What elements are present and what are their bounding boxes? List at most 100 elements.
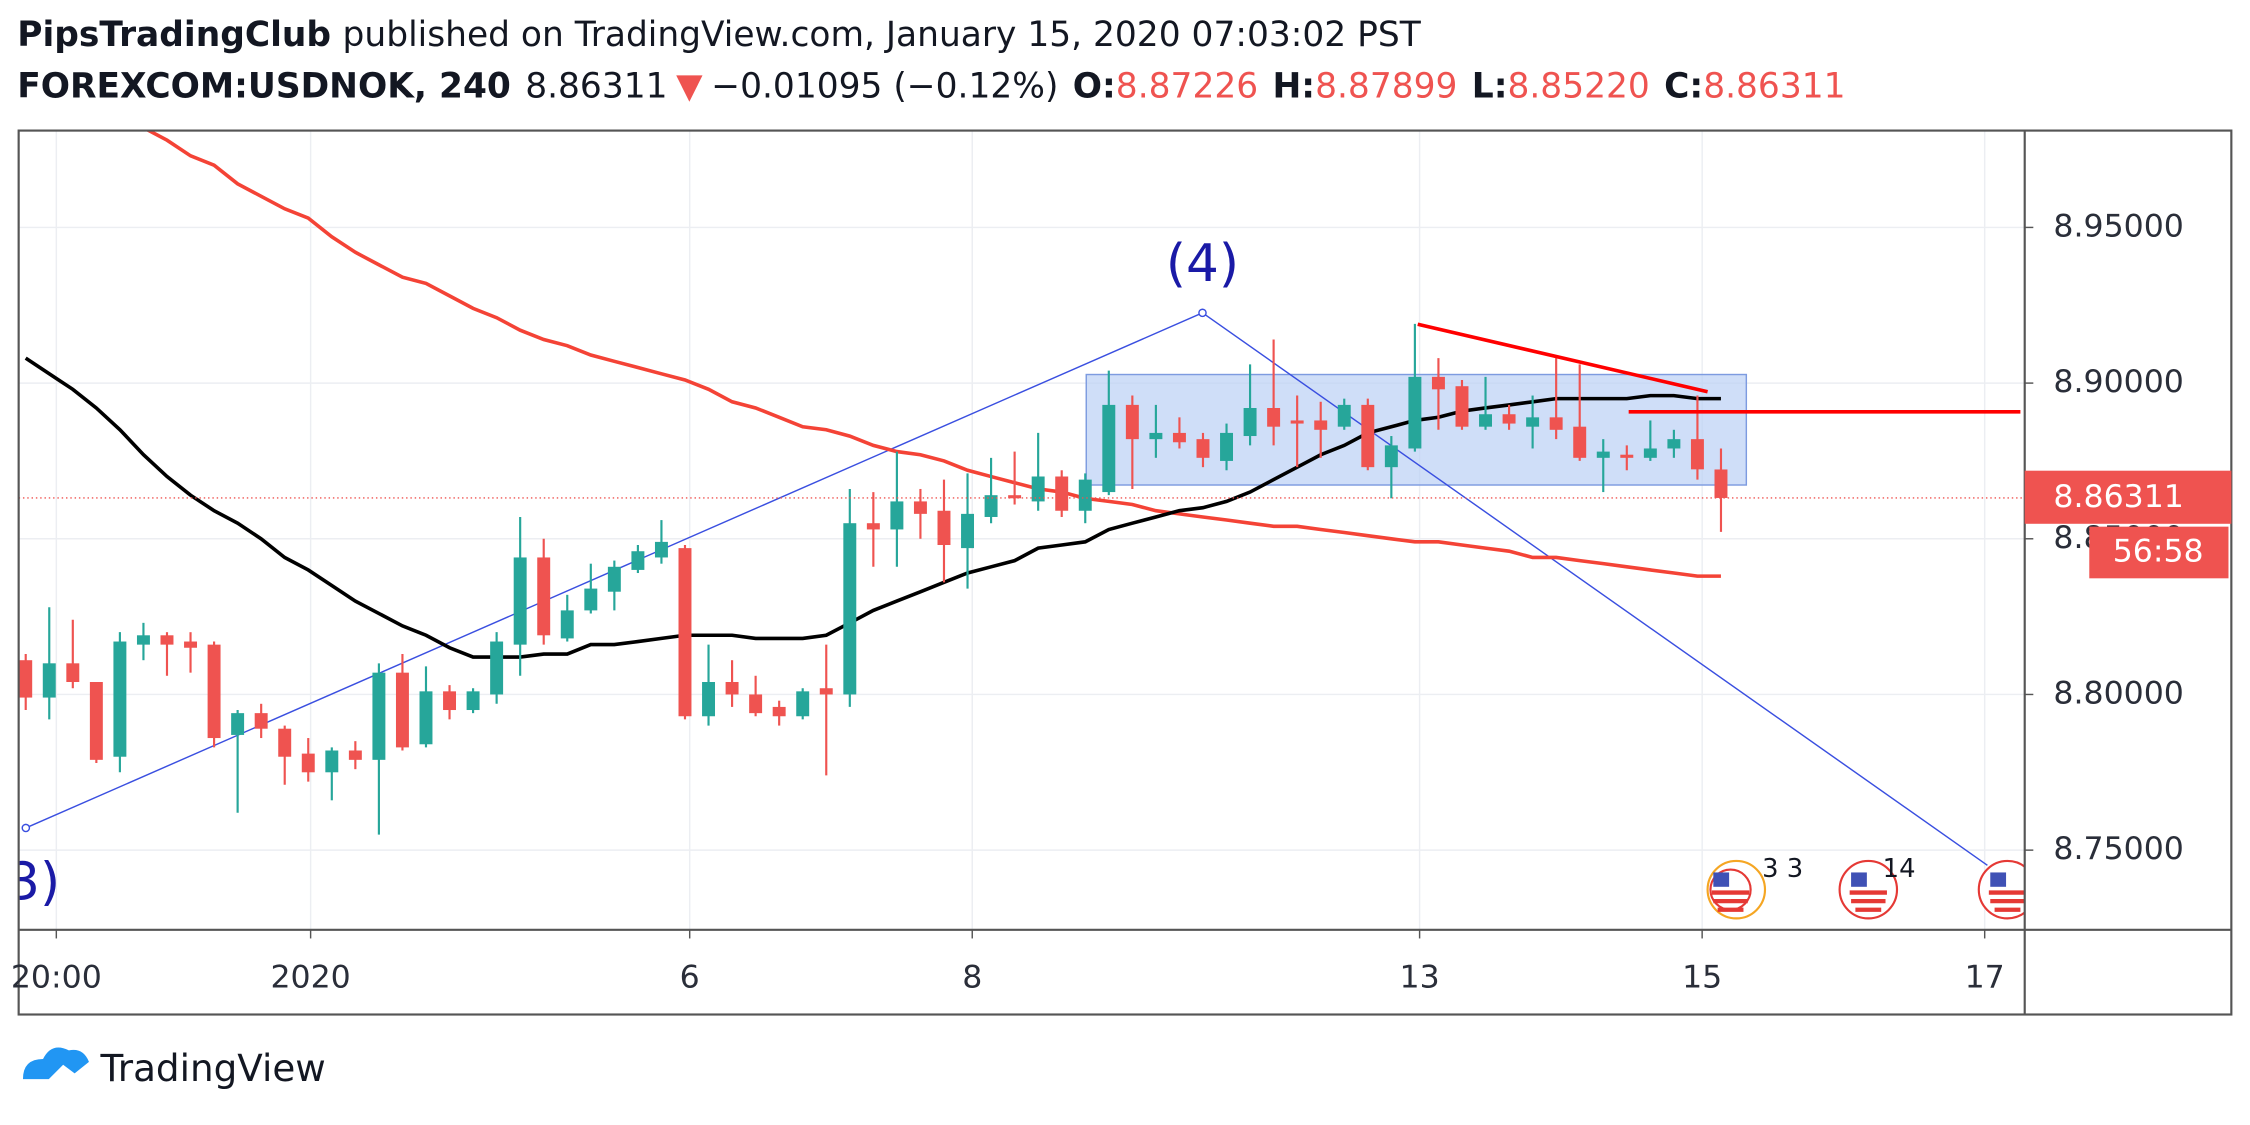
symbol: FOREXCOM:USDNOK, 240 bbox=[17, 66, 511, 106]
candle-body bbox=[749, 694, 763, 714]
candle-body bbox=[1055, 476, 1069, 511]
candle-body bbox=[796, 691, 810, 717]
header-line-2: FOREXCOM:USDNOK, 240 8.86311 ▼ −0.01095 (−0… bbox=[17, 66, 1845, 106]
candle-body bbox=[702, 682, 716, 717]
candle-body bbox=[1714, 469, 1728, 498]
candle-body bbox=[207, 644, 221, 739]
y-tick-label: 8.95000 bbox=[2053, 208, 2183, 244]
candle-body bbox=[1031, 476, 1045, 502]
candle-body bbox=[1549, 417, 1563, 430]
change-arrow: ▼ bbox=[676, 66, 703, 106]
candle-body bbox=[1479, 414, 1493, 427]
candle-body bbox=[254, 713, 268, 729]
candle-body bbox=[1667, 439, 1681, 449]
candle-body bbox=[301, 753, 315, 773]
candle-body bbox=[584, 588, 598, 611]
wave-label: 3) bbox=[7, 852, 60, 912]
candle-body bbox=[819, 688, 833, 695]
frame-border bbox=[17, 129, 2233, 1016]
open-label: O: bbox=[1073, 66, 1116, 106]
open-value: 8.87226 bbox=[1116, 66, 1258, 106]
price-label: 8.86311 bbox=[2053, 479, 2183, 515]
candle-body bbox=[1125, 404, 1139, 440]
candle-body bbox=[1573, 426, 1587, 458]
trend-drawings: (4) 3) 3 3 14 bbox=[7, 234, 2025, 920]
event-label: 14 bbox=[1883, 854, 1916, 884]
candle-body bbox=[1243, 408, 1257, 437]
y-tick-label: 8.75000 bbox=[2053, 831, 2183, 867]
moving-average bbox=[145, 130, 1721, 578]
candle-body bbox=[1102, 404, 1116, 493]
candle-body bbox=[537, 557, 551, 636]
candle-body bbox=[866, 523, 880, 530]
candle-body bbox=[419, 691, 433, 745]
countdown-box bbox=[2089, 526, 2229, 579]
candle-body bbox=[1361, 404, 1375, 468]
candle-body bbox=[1172, 432, 1186, 443]
candle-body bbox=[66, 663, 80, 683]
close-value: 8.86311 bbox=[1703, 66, 1845, 106]
high-label: H: bbox=[1273, 66, 1316, 106]
plot-marks bbox=[18, 130, 2025, 835]
candle-body bbox=[961, 513, 975, 549]
candle-body bbox=[372, 672, 386, 760]
price-tag: 8.86311 56:58 bbox=[2024, 470, 2232, 579]
candle-body bbox=[725, 682, 739, 695]
y-tick-label: 8.90000 bbox=[2053, 364, 2183, 400]
countdown: 56:58 bbox=[2113, 533, 2204, 569]
x-tick-label: 2020 bbox=[270, 960, 350, 996]
x-tick-label: 13 bbox=[1400, 960, 1440, 996]
candle-body bbox=[1196, 439, 1210, 458]
candle-body bbox=[19, 660, 33, 698]
x-tick-label: 17 bbox=[1965, 960, 2005, 996]
wave-point bbox=[21, 823, 31, 833]
candle-body bbox=[1337, 404, 1351, 427]
candle-body bbox=[1384, 445, 1398, 468]
candle-body bbox=[443, 691, 457, 711]
low-label: L: bbox=[1472, 66, 1508, 106]
candle-body bbox=[890, 501, 904, 530]
candle-body bbox=[1408, 376, 1422, 449]
candle-body bbox=[560, 610, 574, 639]
frame bbox=[17, 129, 2233, 1016]
wave-label: (4) bbox=[1166, 234, 1239, 294]
candle-body bbox=[1690, 439, 1704, 470]
candle-body bbox=[607, 566, 621, 592]
x-tick-label: 20:00 bbox=[11, 960, 102, 996]
author: PipsTradingClub bbox=[17, 14, 331, 54]
candle-body bbox=[490, 641, 504, 695]
flag-stripes bbox=[1988, 890, 2025, 912]
candle-body bbox=[1149, 432, 1163, 440]
candle-body bbox=[1526, 417, 1540, 427]
published: published on TradingView.com, January 15… bbox=[343, 14, 1422, 54]
candle-body bbox=[184, 641, 198, 648]
candle-body bbox=[395, 672, 409, 748]
candle-body bbox=[231, 713, 245, 735]
last-price: 8.86311 bbox=[525, 66, 667, 106]
price-label-box bbox=[2024, 470, 2232, 524]
brand: TradingView bbox=[99, 1046, 325, 1090]
candle-body bbox=[1290, 420, 1304, 424]
candle-body bbox=[631, 551, 645, 570]
drawings bbox=[21, 308, 1988, 866]
candle-body bbox=[160, 635, 174, 645]
change: −0.01095 (−0.12%) bbox=[711, 66, 1058, 106]
x-tick-label: 15 bbox=[1682, 960, 1722, 996]
logo bbox=[22, 1047, 89, 1080]
candle-body bbox=[654, 541, 668, 558]
candle-body bbox=[984, 495, 998, 517]
candle-body bbox=[1267, 408, 1281, 427]
close-label: C: bbox=[1664, 66, 1703, 106]
candle-body bbox=[466, 691, 480, 711]
candle-body bbox=[42, 663, 56, 698]
x-tick-label: 8 bbox=[962, 960, 982, 996]
candle-body bbox=[89, 682, 103, 760]
candle-body bbox=[136, 635, 150, 645]
candle-body bbox=[1502, 414, 1516, 424]
grid bbox=[18, 130, 2025, 930]
flag-canton bbox=[1713, 872, 1730, 887]
footer: TradingView bbox=[22, 1046, 326, 1090]
candle-body bbox=[1620, 454, 1634, 458]
candle-body bbox=[513, 557, 527, 645]
